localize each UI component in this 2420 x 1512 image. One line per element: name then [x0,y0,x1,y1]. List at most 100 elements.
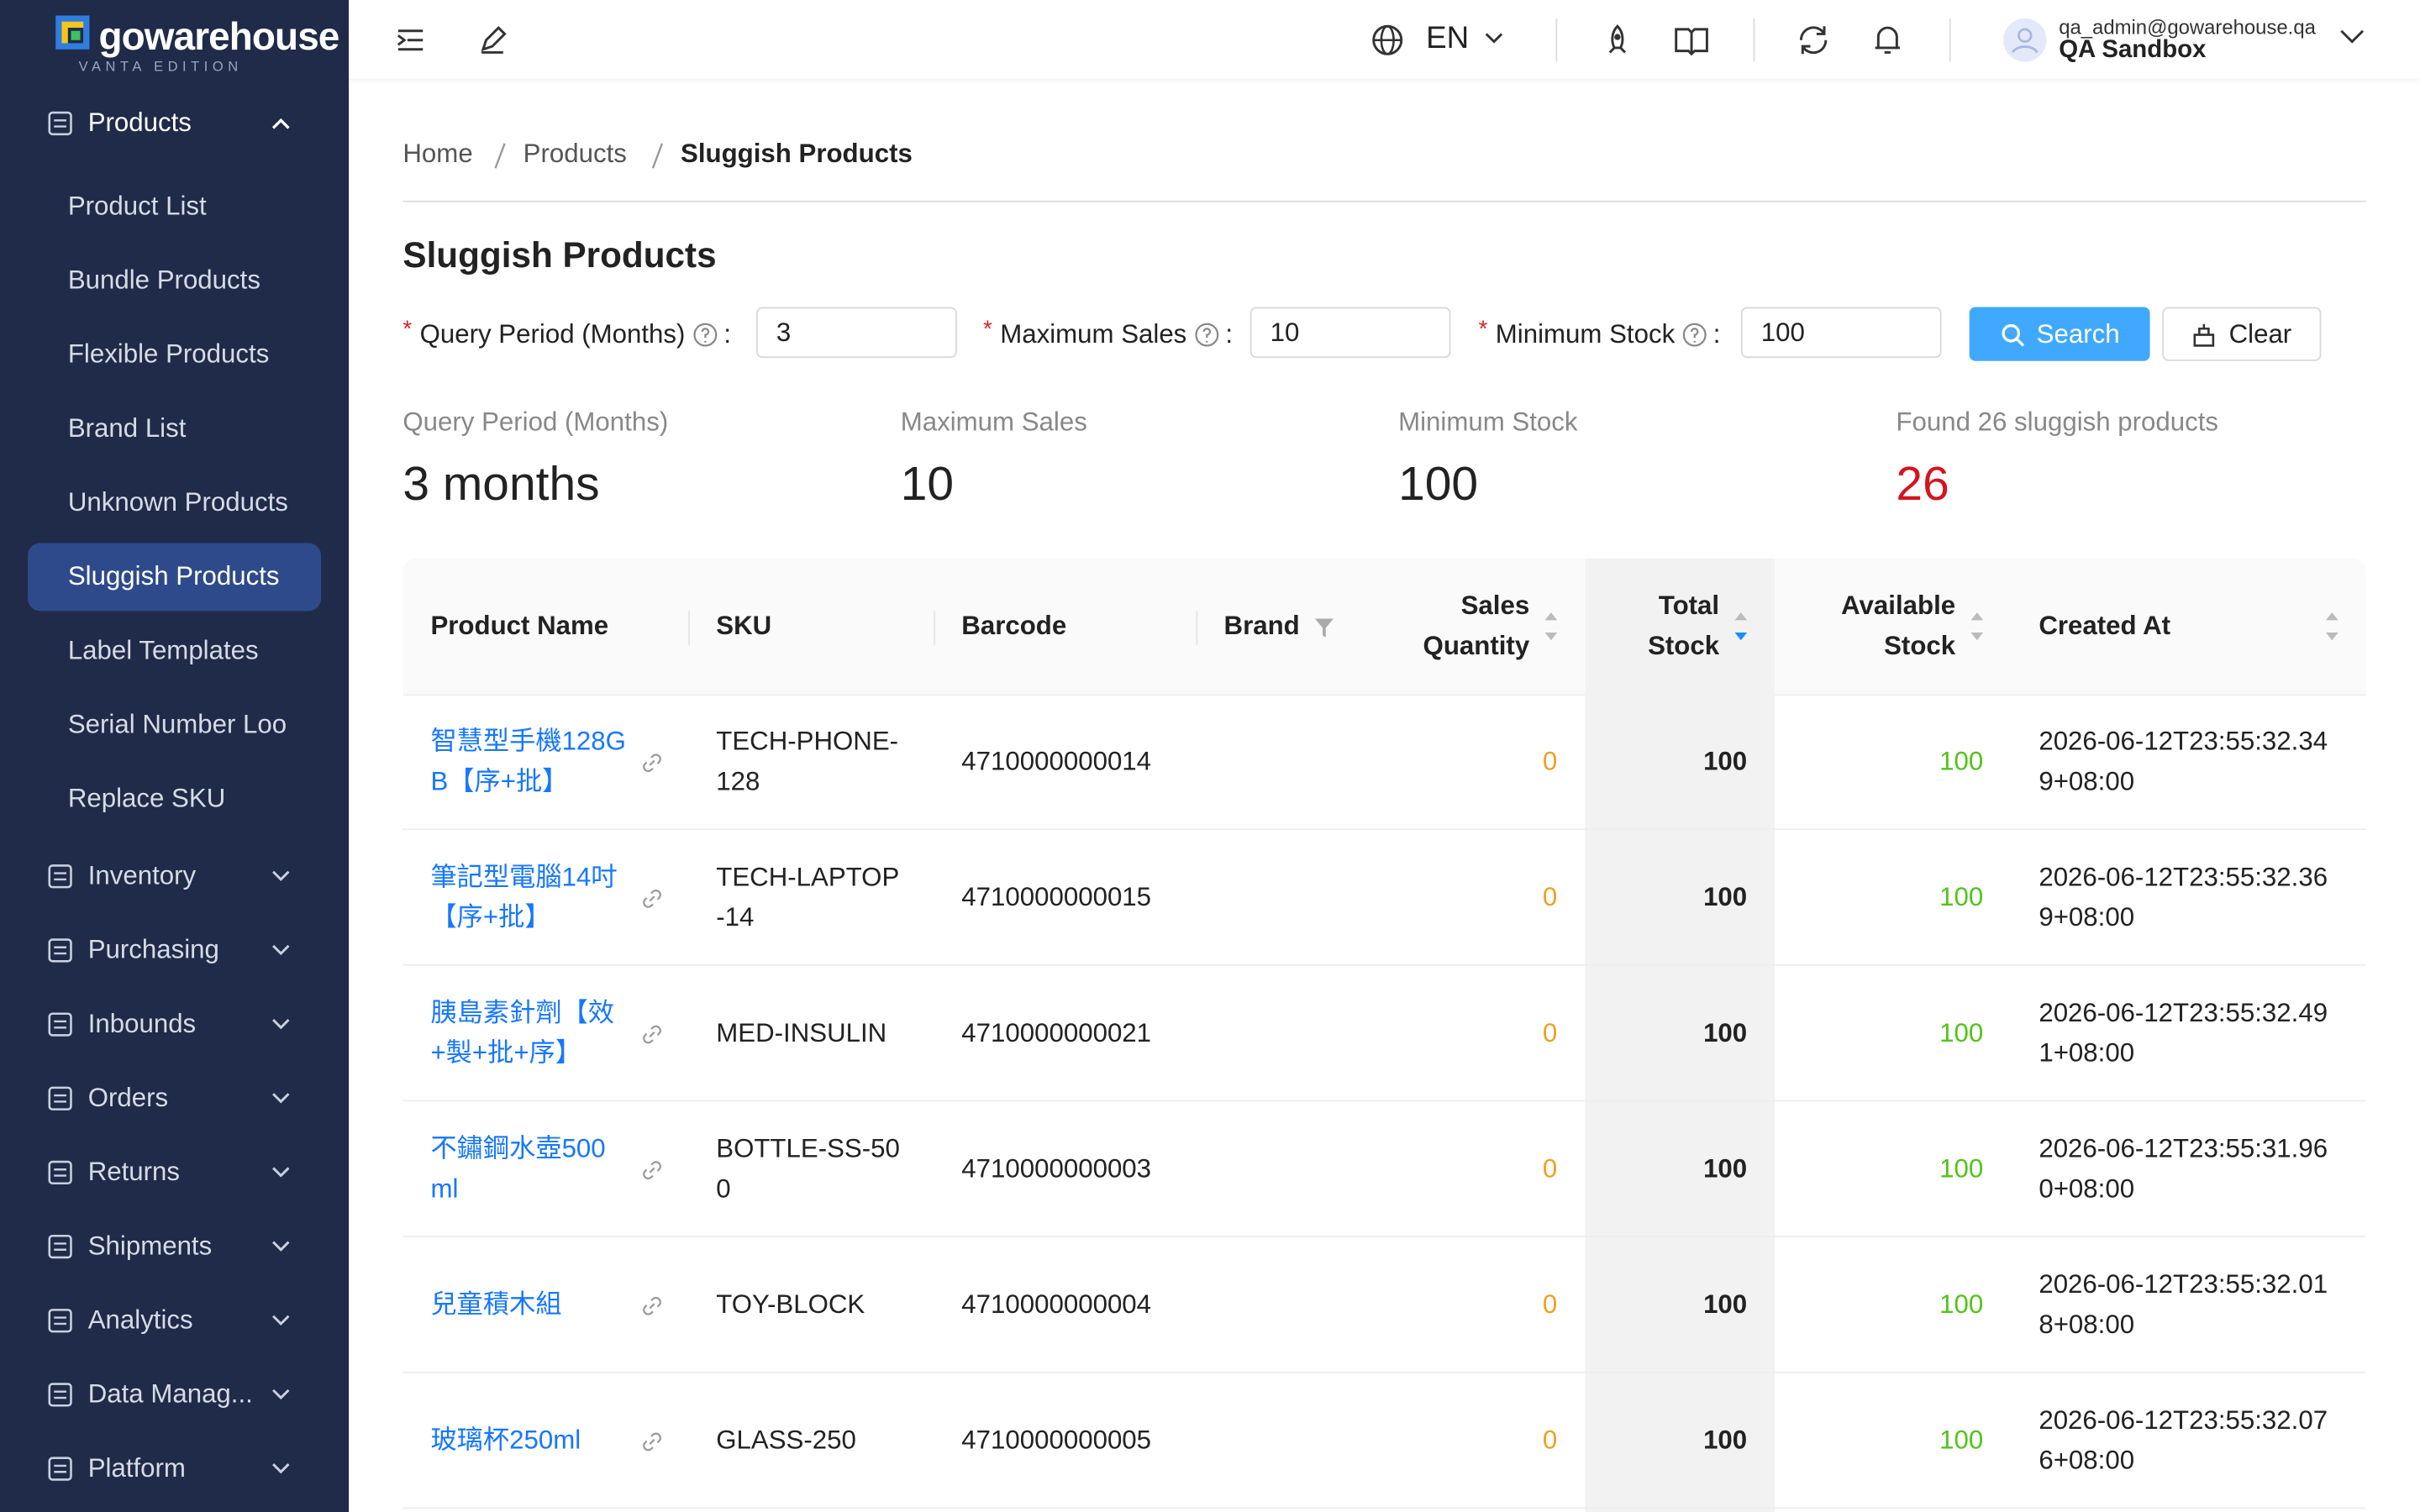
refresh-icon[interactable] [1797,24,1830,57]
nav-item[interactable]: Replace SKU [67,784,226,813]
nav-group[interactable]: Returns [0,1142,349,1203]
table-cell: 4710000000021 [961,1018,1152,1048]
nav-item[interactable]: Bundle Products [67,265,260,295]
col-sep [688,611,691,645]
search-label: Search [2036,318,2120,349]
sort-icon [1544,612,1558,641]
table-cell: 100 [1703,1425,1748,1456]
chevron [272,1463,290,1474]
nav-item[interactable]: Serial Number Loo [67,709,287,739]
search-button[interactable]: Search [1969,307,2150,361]
chevron [272,944,290,956]
table-cell: 0 [1542,1289,1558,1320]
nav-item[interactable]: Label Templates [67,635,259,665]
field-input[interactable]: 3 [755,307,957,359]
docs-icon[interactable] [1675,24,1708,56]
avatar[interactable] [2003,18,2047,62]
product-link[interactable]: 兒童積木組 [430,1289,562,1320]
table-cell: GLASS-250 [716,1425,856,1456]
nav-group[interactable]: Purchasing [0,920,349,981]
menu-toggle[interactable] [395,26,426,54]
table-cell: 0 [1542,1425,1558,1456]
nav-icon [48,1457,72,1481]
clear-button[interactable]: Clear [2162,307,2322,361]
table-cell: TECH-PHONE-128 [716,727,899,796]
nav-group[interactable]: Inventory [0,846,349,907]
label-colon: : [1712,319,1721,349]
chevron [272,1167,290,1178]
nav-group[interactable]: Orders [0,1068,349,1129]
bell-icon[interactable] [1872,24,1903,57]
product-link[interactable]: 智慧型手機128GB【序+批】 [430,727,626,796]
column-header[interactable]: Available Stock [1841,591,1956,661]
user-chevron[interactable] [2339,29,2365,45]
column-header: Product Name [430,611,609,641]
table-cell: 100 [1703,746,1748,776]
nav-icon [48,864,72,889]
table-cell: MED-INSULIN [716,1018,887,1048]
table-cell: 4710000000015 [961,882,1152,912]
table-cell: 100 [1703,1018,1748,1048]
chevron [272,1093,290,1104]
nav-item[interactable]: Unknown Products [67,487,288,517]
row-divider [402,1236,2366,1238]
stat-value: 100 [1398,456,1479,511]
column-header[interactable]: Sales Quantity [1423,591,1530,661]
nav-group[interactable]: Inbounds [0,994,349,1055]
product-link[interactable]: 胰島素針劑【效+製+批+序】 [430,998,615,1068]
topbar: EN qa_admin@gowarehouse.qa QA Sandbox [349,0,2420,79]
edit-icon[interactable] [477,24,508,55]
nav-group[interactable]: Platform [0,1438,349,1499]
nav-group[interactable]: Data Manag... [0,1364,349,1425]
column-header[interactable]: Total Stock [1648,591,1720,661]
link-icon [643,890,661,908]
product-link[interactable]: 玻璃杯250ml [430,1425,581,1456]
nav-icon [48,111,72,136]
nav-item[interactable]: Brand List [67,413,187,444]
filter-icon [1314,618,1334,638]
table-cell: BOTTLE-SS-500 [716,1133,900,1204]
clear-icon [2193,323,2215,346]
breadcrumb-item[interactable]: Products [523,139,627,169]
label-colon: : [723,319,732,349]
stat-label: Found 26 sluggish products [1896,407,2219,437]
breadcrumb-item: Sluggish Products [680,139,913,169]
breadcrumb-item[interactable]: Home [402,139,473,169]
table-cell: 2026-06-12T23:55:31.960+08:00 [2039,1133,2328,1204]
language[interactable]: EN [1426,21,1470,56]
product-link[interactable]: 不鏽鋼水壺500ml [430,1133,606,1204]
sort-icon [1734,612,1748,641]
field-input[interactable]: 10 [1249,307,1451,359]
table-cell: 0 [1542,882,1558,912]
logo-text: gowarehouse [98,15,340,59]
stat-value: 26 [1896,456,1949,511]
stat-label: Query Period (Months) [402,407,669,437]
nav-icon [48,1309,72,1333]
nav-group[interactable]: Analytics [0,1290,349,1352]
nav-item[interactable]: Flexible Products [67,339,270,369]
nav-item[interactable]: Sluggish Products [28,543,322,612]
field-input[interactable]: 100 [1740,307,1942,359]
table-cell: TOY-BLOCK [716,1289,865,1320]
column-header[interactable]: Created At [2039,611,2171,641]
sort-icon [1970,612,1984,641]
nav-item[interactable]: Product List [67,191,207,221]
rocket-icon[interactable] [1602,24,1634,57]
nav-group[interactable]: Shipments [0,1215,349,1277]
label-colon: : [1225,319,1234,349]
nav-group[interactable]: Products [0,92,349,154]
row-divider [402,1371,2366,1373]
chevron [272,1019,290,1030]
chevron [271,118,290,129]
sidebar: gowarehouse VANTA EDITION Products Produc… [0,0,350,1512]
table-cell: 4710000000014 [961,746,1152,776]
stat-label: Minimum Stock [1398,407,1578,437]
row-divider [402,963,2366,966]
chevron [272,1241,290,1252]
sorted-column-bg [1585,558,1776,1512]
product-link[interactable]: 筆記型電腦14吋【序+批】 [430,862,618,932]
nav-icon [48,1086,72,1110]
column-header[interactable]: Brand [1223,611,1300,641]
required-mark: * [402,316,413,343]
